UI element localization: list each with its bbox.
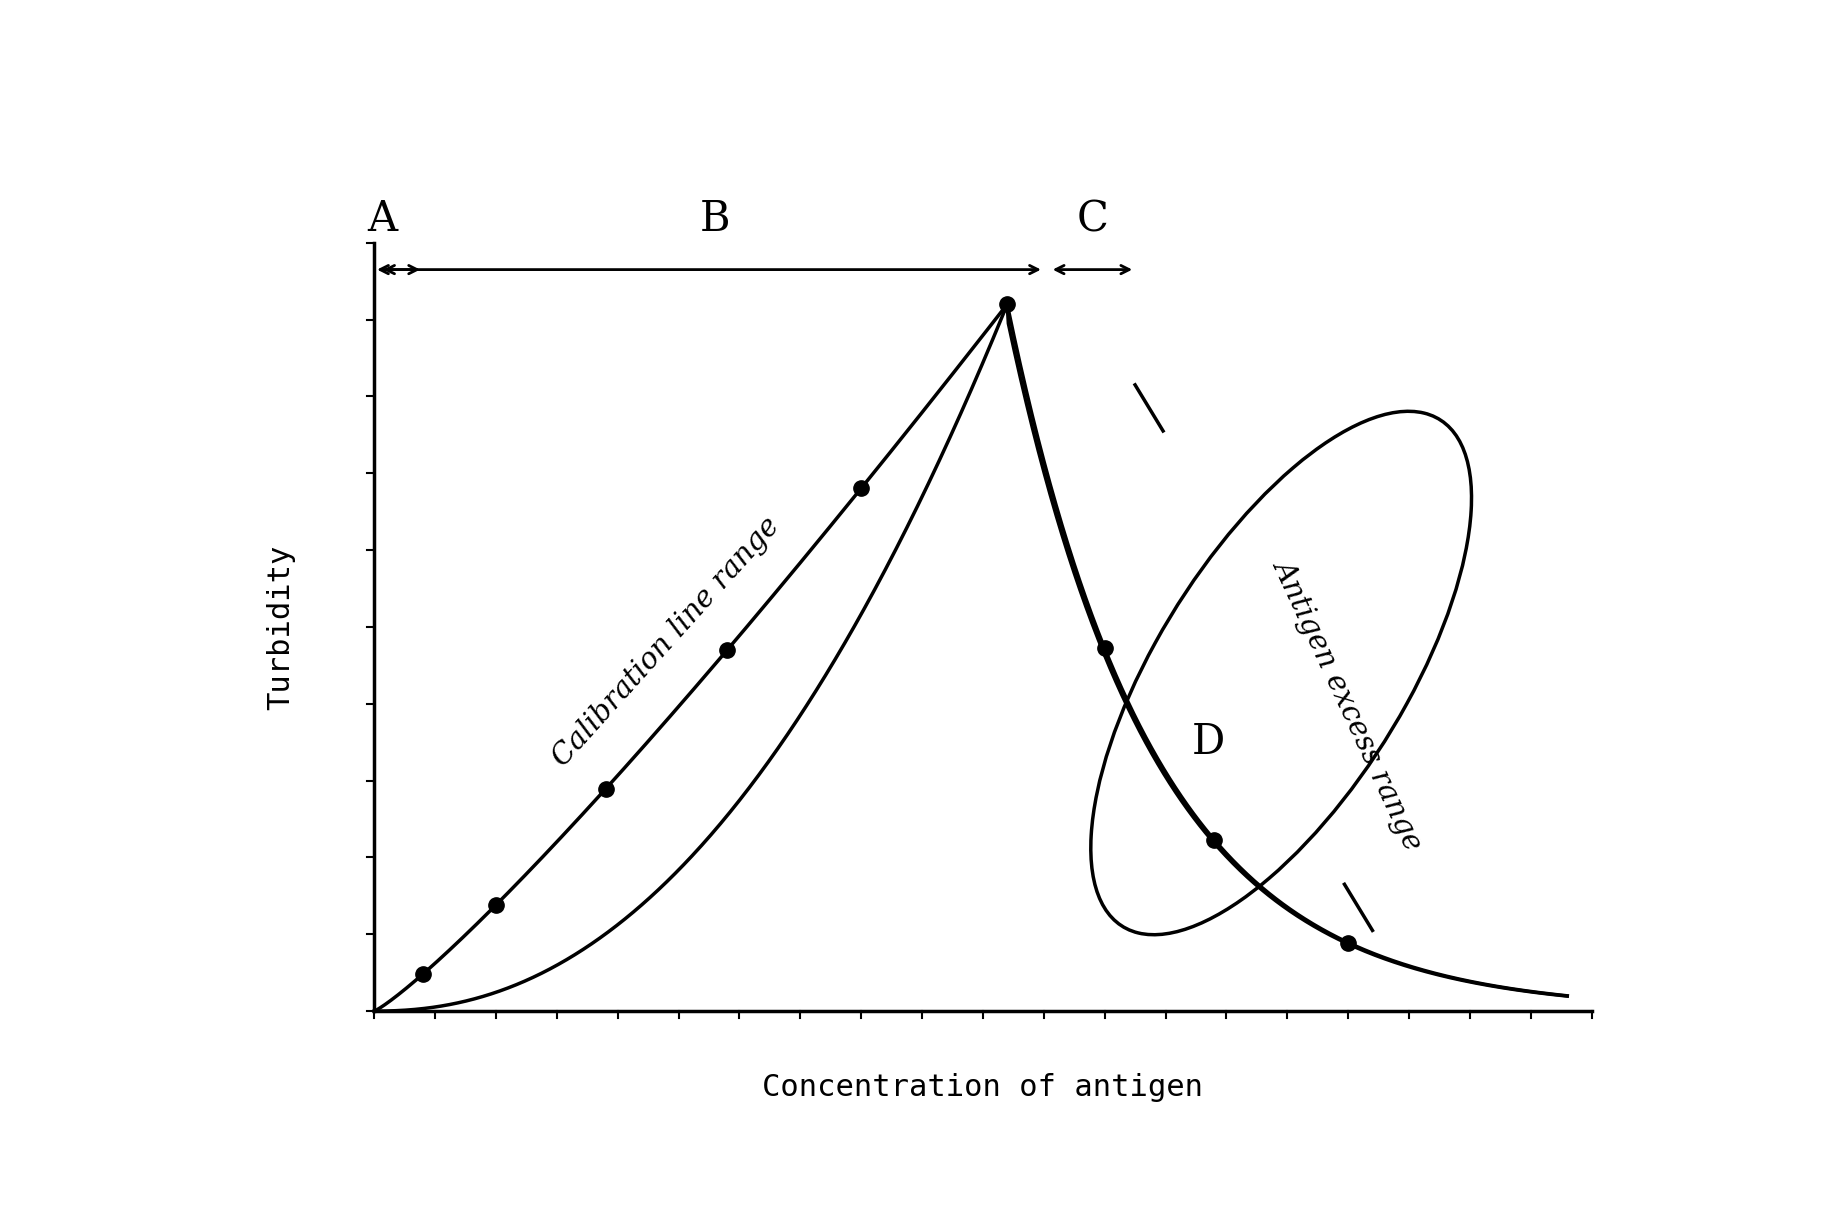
Text: Turbidity: Turbidity bbox=[266, 545, 296, 710]
Text: Antigen excess range: Antigen excess range bbox=[1268, 554, 1429, 854]
Text: D: D bbox=[1192, 721, 1225, 763]
Text: Concentration of antigen: Concentration of antigen bbox=[763, 1073, 1203, 1101]
Text: B: B bbox=[700, 198, 730, 240]
Text: Calibration line range: Calibration line range bbox=[547, 513, 785, 772]
Text: C: C bbox=[1077, 198, 1109, 240]
Text: A: A bbox=[368, 198, 397, 240]
